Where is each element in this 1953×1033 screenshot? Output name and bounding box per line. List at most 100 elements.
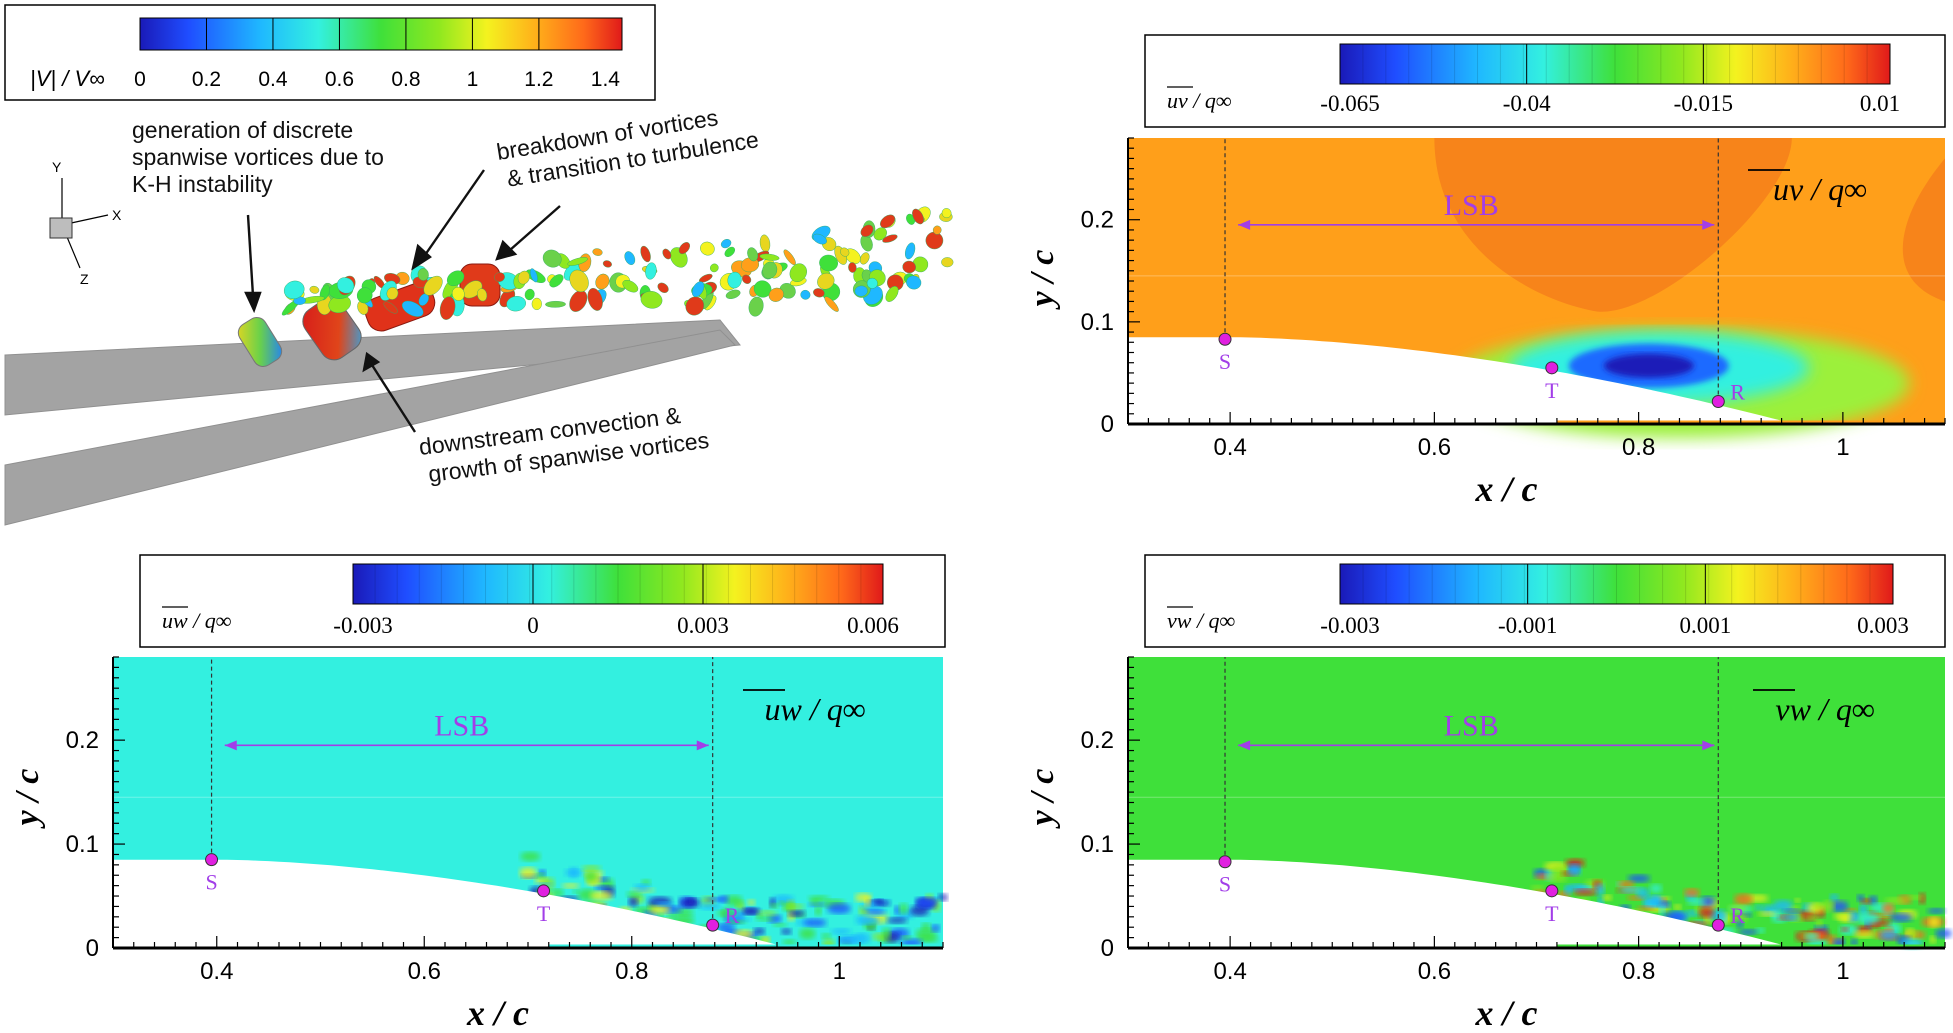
vortex-blob: [356, 287, 373, 304]
colorbar-tick-label: 0.01: [1860, 91, 1900, 116]
velocity-colorbar-label: |V| / V∞: [30, 66, 105, 91]
fluctuation-patch: [931, 924, 940, 933]
vortex-blob: [724, 246, 736, 257]
marker-r: [706, 918, 720, 932]
colorbar-label: vw / q∞: [1167, 608, 1236, 633]
plot-title: uv / q∞: [1773, 171, 1867, 207]
colorbar-tick-label: -0.015: [1674, 91, 1733, 116]
vortex-blob: [812, 233, 827, 245]
vortex-blob: [768, 287, 784, 302]
vortex-blob: [725, 289, 741, 299]
vortex-blob: [904, 242, 916, 260]
marker-label-r: R: [1730, 903, 1745, 928]
vortex-blob: [401, 300, 424, 317]
fluctuation-patch: [1853, 930, 1876, 939]
colorbar-tick-label: 0: [527, 613, 539, 638]
fluctuation-patch: [1927, 908, 1946, 914]
fluctuation-patch: [1822, 900, 1835, 913]
velocity-tick-label: 0: [134, 68, 146, 91]
fluctuation-patch: [757, 910, 778, 916]
velocity-tick-label: 0.8: [391, 68, 420, 91]
colorbar-uv: uv / q∞ -0.065 -0.04 -0.015 0.01: [1144, 34, 1946, 128]
fluctuation-patch: [814, 905, 822, 916]
x-tick-label: 0.4: [1213, 958, 1246, 985]
marker-s: [205, 853, 219, 867]
vortex-blob: [789, 263, 807, 282]
vortex-blob: [840, 247, 850, 257]
y-axis-label: y / c: [1024, 250, 1061, 311]
vortex-blob: [640, 245, 651, 263]
annotation-breakdown: breakdown of vortices & transition to tu…: [495, 99, 761, 193]
x-tick-label: 1: [1836, 958, 1849, 985]
y-tick-label: 0.2: [1081, 727, 1114, 754]
fluctuation-patch: [641, 879, 651, 886]
vortex-blob: [759, 253, 780, 261]
marker-label-s: S: [1219, 872, 1231, 897]
velocity-tick-label: 1: [467, 68, 479, 91]
fluctuation-patch: [788, 910, 805, 917]
colorbar-tick-label: 0.003: [1857, 613, 1909, 638]
fluctuation-patch: [584, 871, 598, 882]
fluctuation-patch: [699, 902, 722, 910]
fluctuation-patch: [881, 927, 891, 940]
x-tick-label: 0.8: [1622, 958, 1655, 985]
fluctuation-patch: [831, 928, 852, 935]
fluctuation-patch: [704, 897, 726, 902]
fluctuation-patch: [1906, 895, 1924, 900]
marker-r: [1711, 918, 1725, 932]
x-axis-label: x / c: [1475, 993, 1538, 1033]
fluctuation-patch: [1698, 906, 1715, 918]
fluctuation-patch: [1736, 919, 1744, 928]
vortex-blob: [640, 291, 663, 309]
vortex-blob: [451, 286, 465, 301]
vortex-blob: [848, 262, 857, 273]
fluctuation-patch: [1649, 884, 1663, 893]
velocity-colorbar-ticks: 0 0.2 0.4 0.6 0.8 1 1.2 1.4: [134, 18, 620, 91]
fluctuation-patch: [716, 909, 738, 917]
fluctuation-patch: [535, 872, 546, 879]
fluctuation-patch: [1858, 903, 1868, 916]
x-tick-label: 0.4: [200, 958, 233, 985]
fluctuation-patch: [1595, 883, 1605, 896]
vortex-blob: [941, 208, 952, 219]
vortex-blob: [800, 289, 811, 300]
vortex-blob: [531, 297, 542, 310]
vortex-blob: [860, 224, 874, 237]
vortex-blob: [762, 261, 778, 279]
vortex-blob: [446, 270, 465, 287]
axis-triad: Y X Z: [49, 159, 122, 287]
fluctuation-patch: [564, 868, 583, 877]
fluctuation-patch: [821, 933, 832, 939]
vortex-blob: [727, 271, 742, 289]
fluctuation-patch: [1673, 904, 1682, 910]
x-tick-label: 0.6: [408, 958, 441, 985]
vortex-blob: [691, 281, 705, 298]
fluctuation-patch: [1856, 912, 1880, 925]
vortex-blob: [439, 296, 456, 320]
vortex-blob: [906, 275, 922, 290]
fluctuation-patch: [1935, 928, 1952, 939]
fluctuation-patch: [520, 851, 541, 862]
velocity-tick-label: 0.2: [192, 68, 221, 91]
vortex-blob: [854, 285, 868, 297]
fluctuation-patch: [1794, 898, 1801, 903]
fluctuation-patch: [864, 909, 886, 914]
y-axis-label: y / c: [1024, 769, 1061, 830]
fluctuation-patch: [686, 897, 696, 906]
lsb-label: LSB: [1444, 709, 1499, 742]
vortex-blob: [859, 252, 870, 265]
vortex-blob: [824, 296, 839, 312]
x-axis-label: x / c: [466, 993, 529, 1033]
fluctuation-patch: [1733, 913, 1748, 923]
colorbar-label: uv / q∞: [1167, 88, 1232, 113]
fluctuation-patch: [628, 896, 639, 907]
fluctuation-patch: [767, 914, 782, 924]
y-tick-label: 0: [1101, 411, 1114, 438]
fluctuation-patch: [1783, 908, 1802, 914]
fluctuation-patch: [827, 903, 851, 914]
vortex-blob: [742, 274, 752, 284]
x-tick-label: 0.8: [1622, 434, 1655, 461]
vortex-blob: [309, 285, 320, 294]
vortex-blob: [662, 248, 672, 260]
